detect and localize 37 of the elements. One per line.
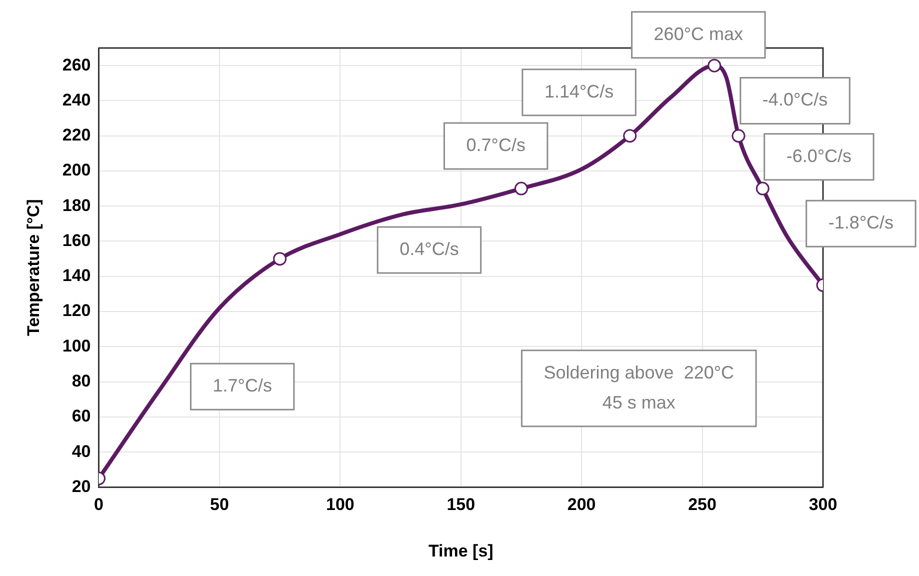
x-tick-label: 50 <box>210 495 229 514</box>
y-tick-label: 220 <box>62 126 91 145</box>
x-tick-label: 200 <box>567 495 596 514</box>
point <box>732 129 746 143</box>
x-tick-label: 250 <box>688 495 716 514</box>
y-tick-label: 80 <box>72 371 91 390</box>
point <box>514 182 528 196</box>
x-axis-title: Time [s] <box>428 541 494 560</box>
annotation: 0.4°C/s <box>400 239 459 259</box>
annotation: 0.7°C/s <box>466 134 526 155</box>
point <box>756 182 770 196</box>
text: 260°C max <box>654 24 744 44</box>
x-tick-label: 300 <box>808 495 838 514</box>
y-axis-title: Temperature [°C] <box>24 199 43 336</box>
x-tick-label: 100 <box>326 495 354 514</box>
annotation: Soldering above 220°C 45 s max <box>544 362 734 412</box>
text: -1.8°C/s <box>828 212 894 233</box>
annotation: -6.0°C/s <box>786 146 852 166</box>
y-tick-label: 140 <box>62 266 91 286</box>
annotation: 1.14°C/s <box>544 81 614 102</box>
y-tick-label: 240 <box>62 90 91 110</box>
x-tick-label: 0 <box>94 495 104 514</box>
annotation: 1.7°C/s <box>212 376 272 396</box>
y-tick-label: 260 <box>62 55 91 74</box>
y-tick-label: 100 <box>62 336 91 356</box>
x-tick-label: 150 <box>446 495 476 514</box>
point <box>623 129 637 143</box>
y-tick-label: 180 <box>62 196 91 215</box>
y-tick-label: 20 <box>72 476 91 496</box>
y-tick-label: 200 <box>62 160 91 180</box>
point <box>708 58 722 72</box>
y-tick-label: 60 <box>72 406 91 426</box>
annotation: -4.0°C/s <box>762 90 828 110</box>
point <box>273 252 287 266</box>
y-tick-label: 120 <box>62 301 91 320</box>
y-tick-label: 40 <box>72 442 91 461</box>
y-tick-label: 160 <box>62 230 91 250</box>
